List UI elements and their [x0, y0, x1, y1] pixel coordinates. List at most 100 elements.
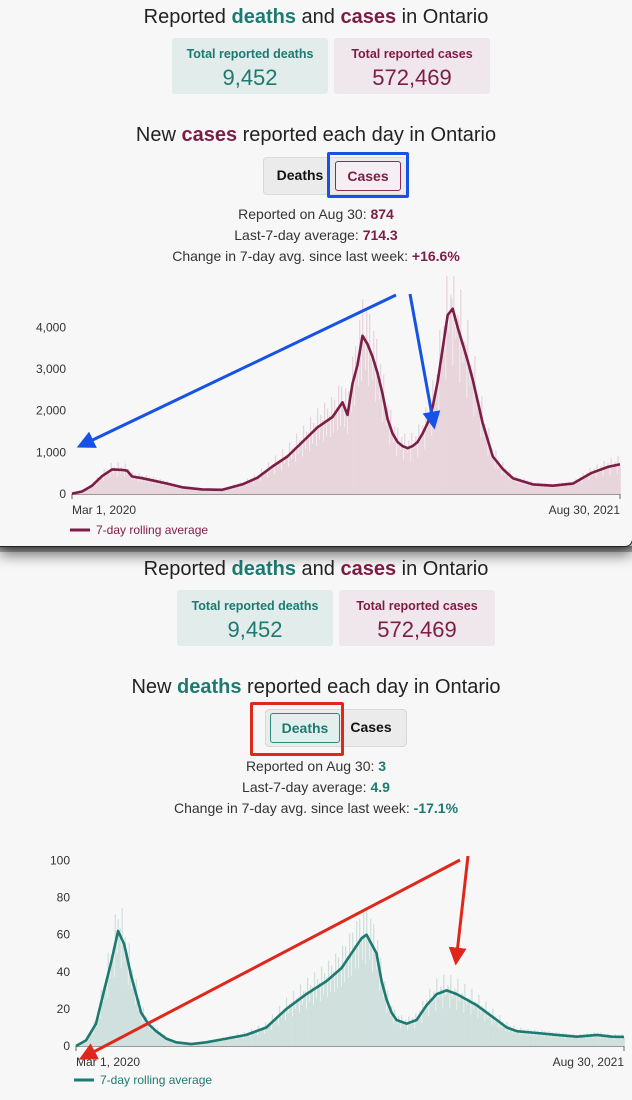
total-deaths-value: 9,452 — [222, 65, 278, 90]
daily-bar — [608, 1036, 610, 1046]
daily-bar — [415, 436, 417, 494]
deaths-toggle-button[interactable]: Deaths — [276, 167, 324, 183]
daily-bar — [236, 484, 239, 494]
cases-toggle-button[interactable]: Cases — [350, 719, 392, 735]
daily-bar — [246, 1034, 249, 1046]
daily-bar — [164, 1037, 166, 1046]
daily-bar — [95, 1026, 97, 1046]
daily-bar — [594, 1035, 596, 1046]
daily-bar — [328, 415, 331, 494]
daily-bar — [135, 979, 137, 1046]
daily-bar — [541, 485, 543, 494]
annotation-highlight-box — [250, 702, 344, 756]
daily-bar — [116, 476, 118, 494]
daily-bar — [347, 977, 350, 1046]
daily-bar — [582, 1037, 584, 1046]
daily-bar — [615, 463, 617, 494]
daily-bar — [235, 1039, 238, 1046]
x-tick-label: Mar 1, 2020 — [72, 503, 136, 517]
daily-bar — [289, 1003, 292, 1046]
seven-day-average-stat: Last-7-day average: 714.3 — [234, 227, 398, 243]
daily-bar — [217, 491, 220, 494]
daily-bar — [450, 295, 452, 494]
daily-bar — [592, 474, 594, 494]
daily-bar — [347, 433, 349, 494]
daily-bar — [388, 1007, 390, 1046]
daily-bar — [308, 1001, 311, 1046]
daily-bar — [411, 1024, 413, 1046]
deaths-toggle-button[interactable]: Deaths — [270, 713, 340, 743]
daily-bar — [394, 1009, 396, 1046]
daily-bar — [94, 482, 96, 494]
daily-bar — [592, 1038, 594, 1046]
daily-bar — [183, 485, 186, 494]
daily-bar — [599, 1038, 601, 1046]
daily-bar — [204, 488, 207, 494]
daily-bar — [286, 454, 289, 494]
daily-bar — [272, 1022, 275, 1046]
daily-bar — [579, 1033, 581, 1046]
daily-bar — [504, 1024, 506, 1046]
daily-bar — [613, 1039, 615, 1046]
daily-bar — [85, 489, 87, 494]
daily-bar — [543, 486, 545, 494]
daily-bar — [393, 1024, 395, 1046]
daily-bar — [342, 966, 345, 1046]
daily-bar — [176, 484, 178, 494]
daily-bar — [332, 432, 335, 494]
daily-bar — [555, 1032, 557, 1046]
daily-bar — [603, 1036, 605, 1046]
daily-bar — [326, 997, 329, 1046]
daily-bar — [287, 466, 290, 494]
daily-bar — [506, 1022, 508, 1046]
daily-bar — [464, 341, 466, 494]
daily-bar — [392, 434, 394, 494]
daily-bar — [139, 478, 141, 494]
daily-bar — [620, 1039, 622, 1046]
daily-bar — [279, 1016, 282, 1046]
daily-bar — [177, 486, 179, 494]
daily-bar — [557, 486, 559, 494]
daily-bar — [548, 485, 550, 494]
daily-bar — [609, 474, 611, 494]
reported-today-stat: Reported on Aug 30: 874 — [238, 206, 394, 222]
daily-bar — [243, 482, 246, 494]
daily-bar — [283, 1008, 286, 1046]
daily-bar — [179, 488, 181, 494]
daily-bar — [453, 992, 455, 1046]
daily-bar — [360, 346, 362, 494]
daily-bar — [371, 352, 373, 494]
daily-bar — [560, 487, 562, 494]
daily-bar — [468, 371, 470, 494]
daily-bar — [589, 468, 591, 494]
daily-bar — [351, 975, 353, 1046]
daily-bar — [535, 484, 537, 494]
daily-bar — [208, 1040, 211, 1046]
daily-bar — [299, 984, 302, 1046]
daily-bar — [611, 1035, 613, 1046]
daily-bar — [316, 979, 319, 1046]
daily-bar — [436, 374, 438, 494]
daily-bar — [473, 1009, 475, 1046]
dashboard-headline: Reported deaths and cases in Ontario — [143, 558, 489, 580]
daily-bar — [429, 988, 431, 1046]
daily-bar — [537, 482, 539, 494]
daily-bar — [455, 990, 457, 1046]
daily-bar — [325, 436, 328, 494]
daily-bar — [519, 477, 521, 494]
cases-toggle-button[interactable]: Cases — [335, 161, 401, 191]
daily-bar — [459, 1001, 461, 1046]
daily-bar — [598, 1034, 600, 1046]
daily-bar — [575, 478, 577, 494]
daily-bar — [175, 487, 177, 494]
daily-bar — [350, 955, 352, 1046]
daily-bar — [582, 473, 584, 494]
daily-bar — [461, 349, 463, 494]
daily-bar — [616, 1037, 618, 1046]
daily-bar — [496, 462, 498, 494]
chart-title: New cases reported each day in Ontario — [135, 124, 497, 146]
daily-bar — [98, 1008, 100, 1046]
daily-bar — [114, 914, 116, 1046]
daily-bar — [539, 1032, 541, 1046]
daily-bar — [492, 1008, 494, 1046]
